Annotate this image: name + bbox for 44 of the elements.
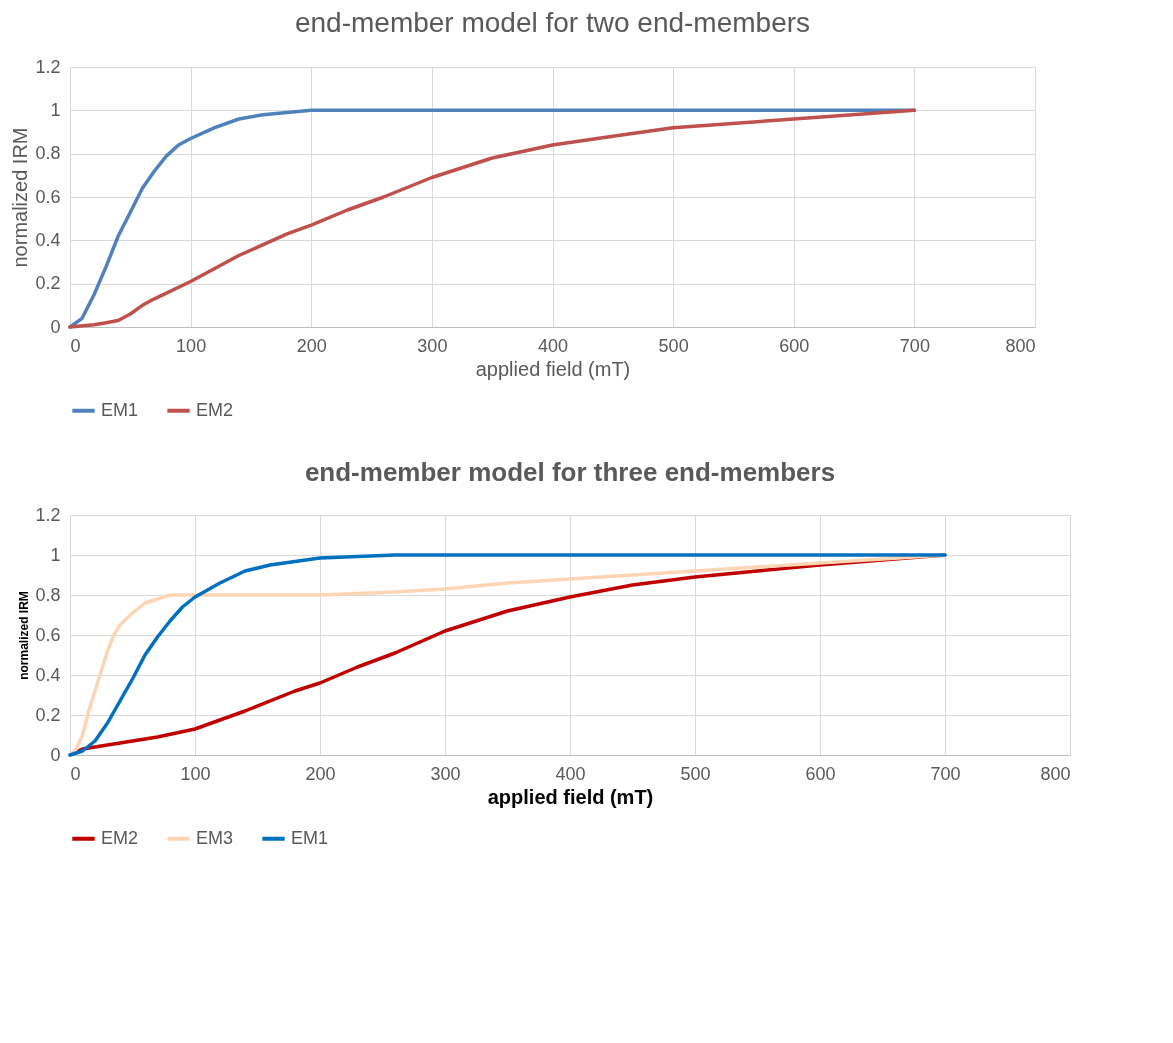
y-tick-label: 1.2 <box>35 504 61 525</box>
y-tick-label: 0.8 <box>35 584 61 605</box>
legend-label: EM2 <box>101 827 139 848</box>
x-tick-label: 400 <box>555 763 586 784</box>
chart-title: end-member model for two end-members <box>294 7 811 38</box>
y-axis-title: normalized IRM <box>17 591 32 680</box>
y-tick-label: 0.4 <box>35 229 61 250</box>
x-tick-label: 0 <box>70 335 81 356</box>
x-tick-label: 100 <box>176 335 207 356</box>
y-tick-label: 1 <box>50 544 61 565</box>
legend-label: EM3 <box>196 827 234 848</box>
y-tick-label: 0.4 <box>35 664 61 685</box>
x-tick-label: 800 <box>1005 335 1036 356</box>
y-tick-label: 0.8 <box>35 143 61 164</box>
y-tick-label: 0.6 <box>35 624 61 645</box>
x-tick-label: 600 <box>779 335 810 356</box>
x-tick-label: 200 <box>305 763 336 784</box>
y-tick-label: 0 <box>50 316 61 337</box>
x-tick-label: 500 <box>680 763 711 784</box>
y-axis-title: normalized IRM <box>9 127 32 268</box>
y-tick-label: 1.2 <box>35 56 61 77</box>
x-tick-label: 100 <box>180 763 211 784</box>
x-tick-label: 500 <box>658 335 689 356</box>
x-axis-title: applied field (mT) <box>487 785 654 808</box>
x-tick-label: 300 <box>417 335 448 356</box>
y-tick-label: 1 <box>50 99 61 120</box>
legend-label: EM1 <box>101 399 139 420</box>
y-tick-label: 0 <box>50 744 61 765</box>
x-tick-label: 400 <box>537 335 569 356</box>
x-tick-label: 800 <box>1040 763 1071 784</box>
chart-title: end-member model for three end-members <box>304 457 836 487</box>
y-tick-label: 0.6 <box>35 186 61 207</box>
x-tick-label: 300 <box>430 763 461 784</box>
x-tick-label: 700 <box>930 763 961 784</box>
legend-label: EM1 <box>291 827 329 848</box>
x-tick-label: 200 <box>296 335 327 356</box>
legend-label: EM2 <box>196 399 234 420</box>
y-tick-label: 0.2 <box>35 704 61 725</box>
line-series <box>68 108 917 329</box>
x-tick-label: 700 <box>899 335 930 356</box>
x-tick-label: 600 <box>805 763 836 784</box>
y-tick-label: 0.2 <box>35 273 61 294</box>
x-axis-title: applied field (mT) <box>475 357 631 380</box>
x-tick-label: 0 <box>70 763 81 784</box>
